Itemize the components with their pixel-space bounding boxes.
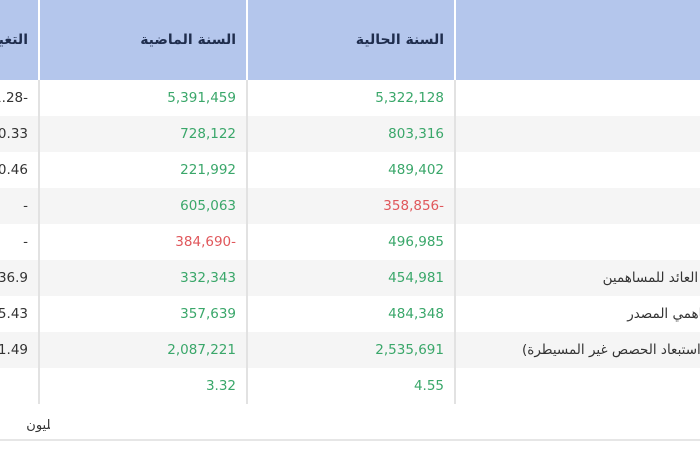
previous-value-cell: 605,063: [40, 188, 248, 224]
row-label: حقوق المساهمين (بعد استبعاد الحصص غير ال…: [522, 342, 700, 358]
change-cell: 21.49: [0, 332, 40, 368]
footer-note: جميع الأرقام بالمليون: [26, 418, 50, 433]
change-cell: 36.9: [0, 260, 40, 296]
current-value-cell: 454,981: [248, 260, 456, 296]
header-current-year: السنة الحالية: [248, 0, 456, 80]
row-label: [456, 116, 700, 152]
table-row: 5,322,128 5,391,459 1.28-: [0, 80, 700, 116]
table-row: صافي نتائج التأمين 496,985 384,690- -: [0, 224, 700, 260]
current-value: 454,981: [388, 270, 444, 286]
change-cell: 120.46: [0, 152, 40, 188]
change-cell: 35.43: [0, 296, 40, 332]
current-value-cell: 4.55: [248, 368, 456, 404]
change-value: 21.49: [0, 342, 28, 358]
previous-value-cell: 5,391,459: [40, 80, 248, 116]
previous-value-cell: 384,690-: [40, 224, 248, 260]
row-label: صافي الربح العائد لمساهمي المصدر: [627, 306, 700, 322]
current-value-cell: 496,985: [248, 224, 456, 260]
current-value-cell: 5,322,128: [248, 80, 456, 116]
row-label: صافي نتائج التأمين: [456, 152, 700, 188]
change-cell: [0, 368, 40, 404]
previous-value-cell: 728,122: [40, 116, 248, 152]
table-row: صافي نتائج التأمين 489,402 221,992 120.4…: [0, 152, 700, 188]
current-value: 484,348: [388, 306, 444, 322]
header-change-percent: التغير: [0, 0, 40, 80]
previous-value-cell: 3.32: [40, 368, 248, 404]
financial-results-table: السنة الحالية السنة الماضية التغير 5,322…: [0, 0, 700, 404]
change-value: 1.28-: [0, 90, 28, 106]
change-cell: 1.28-: [0, 80, 40, 116]
previous-value-cell: 332,343: [40, 260, 248, 296]
row-label: صافي نتائج التأمين: [456, 224, 700, 260]
current-value-cell: 2,535,691: [248, 332, 456, 368]
change-value: -: [23, 198, 28, 214]
previous-value-cell: 221,992: [40, 152, 248, 188]
row-label: صافي الربح قبل الزكاة العائد للمساهمين: [602, 270, 700, 286]
divider: [0, 439, 700, 441]
table-row: 803,316 728,122 10.33: [0, 116, 700, 152]
current-value: 496,985: [388, 234, 444, 250]
table-row: صافي الربح العائد لمساهمي المصدر 484,348…: [0, 296, 700, 332]
change-value: 36.9: [0, 270, 28, 286]
change-value: 35.43: [0, 306, 28, 322]
previous-value: 332,343: [180, 270, 236, 286]
change-value: 120.46: [0, 162, 28, 178]
current-value: 489,402: [388, 162, 444, 178]
change-cell: -: [0, 224, 40, 260]
current-value: 358,856-: [383, 198, 444, 214]
previous-value: 605,063: [180, 198, 236, 214]
current-value: 4.55: [413, 378, 444, 394]
change-value: -: [23, 234, 28, 250]
current-value-cell: 358,856-: [248, 188, 456, 224]
table-header-row: السنة الحالية السنة الماضية التغير: [0, 0, 700, 80]
header-previous-year: السنة الماضية: [40, 0, 248, 80]
current-value-cell: 489,402: [248, 152, 456, 188]
previous-value: 357,639: [180, 306, 236, 322]
previous-value: 384,690-: [175, 234, 236, 250]
current-value-cell: 803,316: [248, 116, 456, 152]
table-row: 4.55 3.32: [0, 368, 700, 404]
row-label: [456, 80, 700, 116]
table-row: صافي دخل الاستثمار 358,856- 605,063 -: [0, 188, 700, 224]
current-value: 803,316: [388, 126, 444, 142]
change-cell: 10.33: [0, 116, 40, 152]
previous-value: 3.32: [205, 378, 236, 394]
previous-value-cell: 357,639: [40, 296, 248, 332]
previous-value-cell: 2,087,221: [40, 332, 248, 368]
table-row: صافي الربح قبل الزكاة العائد للمساهمين 4…: [0, 260, 700, 296]
footer-note-clip: جميع الأرقام بالمليون: [0, 418, 50, 433]
current-value: 5,322,128: [375, 90, 444, 106]
change-value: 10.33: [0, 126, 28, 142]
previous-value: 221,992: [180, 162, 236, 178]
previous-value: 728,122: [180, 126, 236, 142]
current-value-cell: 484,348: [248, 296, 456, 332]
header-label-column: [456, 0, 700, 80]
change-cell: -: [0, 188, 40, 224]
table-row: حقوق المساهمين (بعد استبعاد الحصص غير ال…: [0, 332, 700, 368]
current-value: 2,535,691: [375, 342, 444, 358]
previous-value: 5,391,459: [167, 90, 236, 106]
row-label: [456, 368, 700, 404]
previous-value: 2,087,221: [167, 342, 236, 358]
row-label: صافي دخل الاستثمار: [456, 188, 700, 224]
